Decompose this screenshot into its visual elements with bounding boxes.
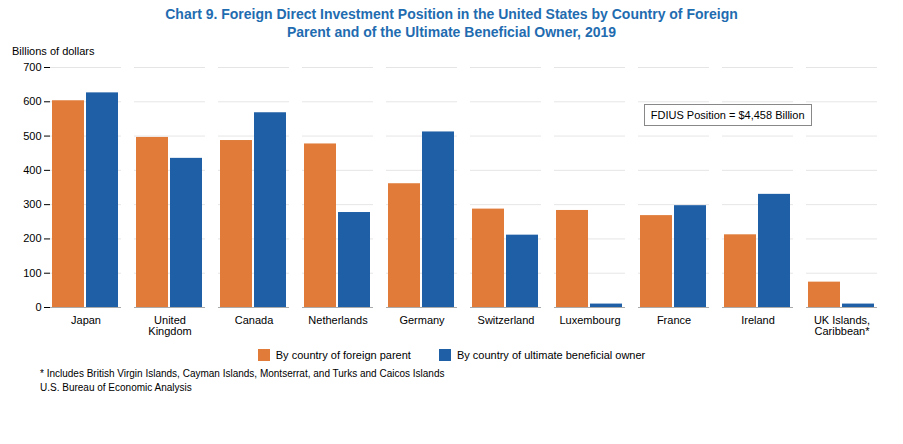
svg-text:Japan: Japan (71, 314, 101, 326)
html-text:By country of foreign parent: By country of foreign parent (275, 349, 411, 361)
svg-text:0: 0 (35, 301, 41, 313)
svg-text:Netherlands: Netherlands (308, 314, 368, 326)
svg-text:700: 700 (23, 61, 41, 73)
svg-text:500: 500 (23, 130, 41, 142)
svg-text:UnitedKingdom: UnitedKingdom (148, 314, 191, 337)
svg-text:UK Islands,Caribbean*: UK Islands,Caribbean* (814, 314, 870, 337)
svg-text:Ireland: Ireland (741, 314, 775, 326)
html-text:U.S. Bureau of Economic Analys: U.S. Bureau of Economic Analysis (40, 382, 192, 393)
html-text:By country of ultimate benefic: By country of ultimate beneficial owner (456, 349, 646, 361)
svg-text:100: 100 (23, 267, 41, 279)
html-text:Billions of dollars: Billions of dollars (12, 45, 95, 57)
svg-text:Luxembourg: Luxembourg (559, 314, 620, 326)
svg-text:200: 200 (23, 232, 41, 244)
html-text:Chart 9. Foreign Direct Invest: Chart 9. Foreign Direct Investment Posit… (165, 6, 738, 40)
svg-text:400: 400 (23, 164, 41, 176)
svg-text:Switzerland: Switzerland (478, 314, 535, 326)
svg-text:Canada: Canada (235, 314, 274, 326)
svg-text:France: France (657, 314, 691, 326)
svg-text:300: 300 (23, 198, 41, 210)
svg-text:600: 600 (23, 95, 41, 107)
svg-text:Germany: Germany (399, 314, 445, 326)
html-text:* Includes British Virgin Isla: * Includes British Virgin Islands, Cayma… (40, 368, 445, 379)
html-text:FDIUS Position = $4,458 Billio: FDIUS Position = $4,458 Billion (650, 109, 805, 121)
